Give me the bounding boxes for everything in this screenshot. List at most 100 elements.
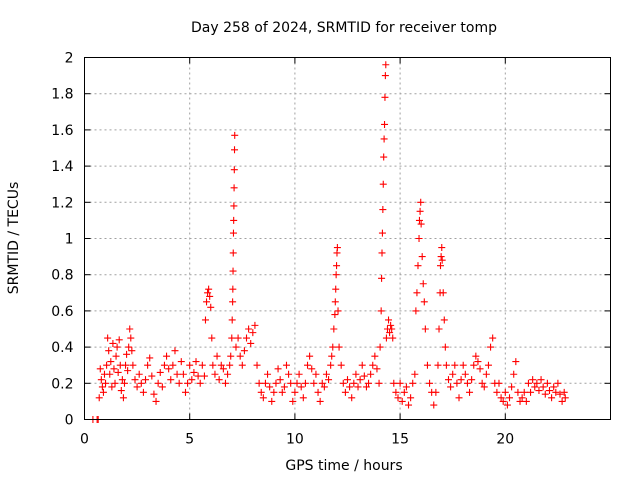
data-point (453, 379, 461, 387)
data-point (378, 274, 386, 282)
data-point (529, 376, 537, 384)
data-point (438, 256, 446, 264)
y-tick-label: 1.2 (51, 195, 73, 211)
data-point (308, 365, 316, 373)
data-point (387, 321, 395, 329)
data-point (287, 379, 295, 387)
data-point (219, 365, 227, 373)
data-point (489, 334, 497, 342)
y-tick-label: 0.4 (51, 340, 73, 356)
data-point (522, 397, 530, 405)
axis-ticks: 00.20.40.60.811.21.41.61.820 5 10 15 20 (51, 51, 611, 448)
data-point (561, 394, 569, 402)
data-point (215, 376, 223, 384)
data-point (476, 365, 484, 373)
data-point (165, 365, 173, 373)
data-point (221, 379, 229, 387)
data-point (543, 379, 551, 387)
data-point (201, 316, 209, 324)
data-point (123, 350, 131, 358)
data-point (412, 307, 420, 315)
chart-title: Day 258 of 2024, SRMTID for receiver tom… (191, 20, 497, 36)
data-point (434, 361, 442, 369)
data-point (142, 376, 150, 384)
data-point (484, 361, 492, 369)
data-point (508, 383, 516, 391)
data-point (171, 347, 179, 355)
data-point (205, 285, 213, 293)
data-point (512, 358, 520, 366)
data-point (175, 379, 183, 387)
data-point (102, 379, 110, 387)
data-point (466, 388, 474, 396)
data-point (135, 370, 143, 378)
data-point (550, 383, 558, 391)
data-point (330, 325, 338, 333)
data-point (236, 352, 244, 360)
data-point (200, 372, 208, 380)
data-point (537, 376, 545, 384)
data-point (249, 329, 257, 337)
data-point (108, 383, 116, 391)
data-point (400, 388, 408, 396)
data-point (470, 361, 478, 369)
data-point (329, 343, 337, 351)
data-point (113, 343, 121, 351)
data-point (156, 368, 164, 376)
data-point (423, 361, 431, 369)
data-point (120, 379, 128, 387)
data-point (316, 397, 324, 405)
data-point (533, 379, 541, 387)
data-point (228, 334, 236, 342)
data-point (358, 361, 366, 369)
data-point (238, 361, 246, 369)
data-point (527, 388, 535, 396)
data-point (413, 289, 421, 297)
data-point (416, 207, 424, 215)
data-point (310, 379, 318, 387)
data-point (150, 390, 158, 398)
data-point (510, 370, 518, 378)
data-point (376, 343, 384, 351)
data-point (506, 394, 514, 402)
data-point (264, 370, 272, 378)
data-point (516, 397, 524, 405)
x-tick-label: 0 (80, 432, 89, 448)
data-point (188, 376, 196, 384)
data-point (328, 352, 336, 360)
data-point (133, 383, 141, 391)
data-point (203, 298, 211, 306)
y-tick-label: 1.8 (51, 87, 73, 103)
data-point (167, 376, 175, 384)
data-point (514, 388, 522, 396)
data-point (362, 383, 370, 391)
data-point (139, 388, 147, 396)
data-point (229, 298, 237, 306)
y-tick-label: 1.6 (51, 123, 73, 139)
data-point (369, 361, 377, 369)
data-point (409, 379, 417, 387)
data-point (394, 394, 402, 402)
data-point (548, 394, 556, 402)
data-point (437, 253, 445, 261)
data-point (379, 206, 387, 214)
data-point (109, 339, 117, 347)
data-point (478, 379, 486, 387)
y-tick-label: 0 (65, 413, 74, 429)
data-point (179, 370, 187, 378)
data-point (204, 289, 212, 297)
data-point (333, 262, 341, 270)
data-point (322, 370, 330, 378)
data-point (209, 361, 217, 369)
data-point (320, 383, 328, 391)
data-point (482, 370, 490, 378)
data-point (382, 61, 390, 69)
data-point (335, 343, 343, 351)
data-point (365, 379, 373, 387)
data-point (266, 383, 274, 391)
data-point (148, 372, 156, 380)
data-point (531, 383, 539, 391)
data-point (381, 93, 389, 101)
data-point (228, 316, 236, 324)
